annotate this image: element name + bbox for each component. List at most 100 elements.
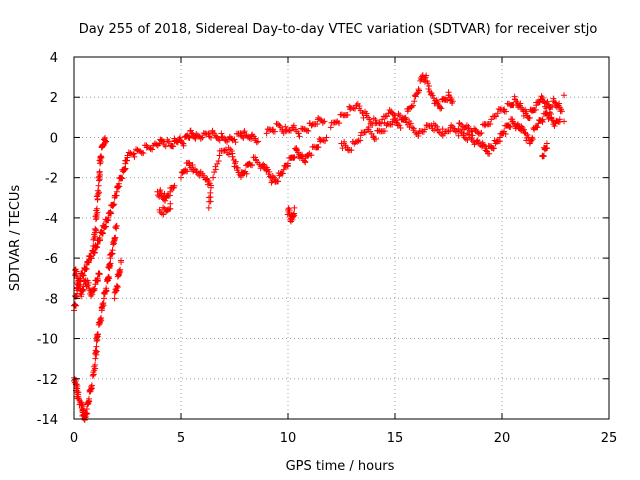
y-tick-label: -10: [37, 333, 58, 348]
data-point: [447, 128, 454, 135]
data-point: [112, 234, 119, 241]
data-point: [280, 166, 287, 173]
data-point: [113, 222, 120, 229]
data-point: [103, 138, 110, 145]
data-point: [469, 132, 476, 139]
series: [111, 114, 330, 302]
data-point: [378, 120, 385, 127]
data-point: [103, 287, 110, 294]
data-point: [97, 316, 104, 323]
data-point: [112, 224, 119, 231]
data-point: [215, 158, 222, 165]
data-point: [426, 83, 433, 90]
data-point: [274, 121, 281, 128]
series: [327, 72, 568, 160]
data-point: [93, 244, 100, 251]
data-point: [389, 121, 396, 128]
data-point: [111, 201, 118, 208]
series-layer: [70, 72, 568, 423]
data-point: [369, 121, 376, 128]
data-point: [551, 122, 558, 129]
data-point: [193, 169, 200, 176]
data-point: [295, 130, 302, 137]
data-point: [92, 361, 99, 368]
data-point: [536, 99, 543, 106]
data-point: [83, 410, 90, 416]
data-point: [91, 285, 98, 292]
x-tick-label: 25: [601, 431, 618, 446]
x-tick-label: 0: [70, 431, 78, 446]
data-point: [543, 140, 550, 147]
data-point: [494, 110, 501, 117]
data-point: [232, 158, 239, 165]
data-point: [207, 184, 214, 191]
y-tick-label: 0: [50, 131, 58, 146]
data-point: [321, 137, 328, 144]
data-point: [210, 174, 217, 181]
data-point: [438, 131, 445, 138]
data-point: [502, 131, 509, 138]
data-point: [105, 273, 112, 280]
data-point: [346, 103, 353, 110]
data-point: [167, 200, 174, 207]
data-point: [187, 127, 194, 134]
data-point: [95, 182, 102, 189]
data-point: [529, 134, 536, 141]
data-point: [186, 135, 193, 142]
data-point: [93, 343, 100, 350]
data-point: [372, 136, 379, 143]
data-point: [160, 211, 167, 218]
data-point: [93, 205, 100, 212]
x-tick-label: 15: [387, 431, 404, 446]
x-tick-label: 10: [280, 431, 297, 446]
series: [90, 134, 110, 250]
data-point: [93, 193, 100, 200]
data-point: [308, 152, 315, 159]
data-point: [561, 92, 568, 99]
data-point: [241, 128, 248, 135]
chart-title: Day 255 of 2018, Sidereal Day-to-day VTE…: [79, 22, 598, 37]
data-point: [99, 230, 106, 237]
data-point: [506, 123, 513, 130]
data-point: [409, 124, 416, 131]
data-point: [407, 120, 414, 127]
data-point: [240, 129, 247, 136]
data-point: [91, 250, 98, 257]
data-point: [417, 77, 424, 84]
data-point: [80, 272, 87, 279]
data-point: [171, 182, 178, 189]
series: [71, 266, 103, 408]
data-point: [119, 175, 126, 182]
data-point: [153, 141, 160, 148]
data-point: [232, 139, 239, 146]
data-point: [255, 138, 262, 145]
data-point: [231, 136, 238, 143]
data-point: [79, 286, 86, 293]
data-point: [539, 118, 546, 125]
data-point: [253, 139, 260, 146]
data-point: [111, 295, 118, 302]
x-axis-label: GPS time / hours: [286, 459, 395, 474]
data-point: [96, 169, 103, 176]
data-point: [207, 134, 214, 141]
data-point: [478, 130, 485, 137]
data-point: [271, 128, 278, 135]
data-point: [99, 301, 106, 308]
data-point: [451, 127, 458, 134]
data-point: [229, 153, 236, 160]
data-point: [297, 152, 304, 159]
data-point: [503, 108, 510, 115]
data-point: [457, 127, 464, 134]
data-point: [248, 136, 255, 143]
data-point: [274, 178, 281, 185]
data-point: [88, 383, 95, 390]
data-point: [456, 120, 463, 127]
data-point: [290, 211, 297, 218]
data-point: [362, 129, 369, 136]
data-point: [411, 98, 418, 105]
data-point: [524, 131, 531, 138]
data-point: [90, 243, 97, 250]
data-point: [290, 154, 297, 161]
data-point: [205, 204, 212, 211]
